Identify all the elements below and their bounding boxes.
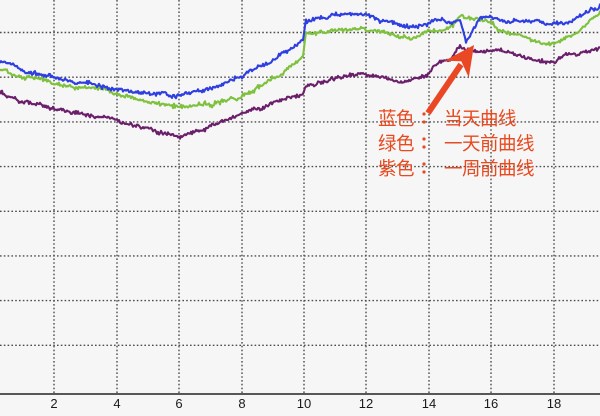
svg-text:16: 16 (484, 396, 498, 411)
svg-text:蓝色: 蓝色 (378, 108, 414, 129)
svg-text:8: 8 (238, 396, 245, 411)
svg-text:14: 14 (422, 396, 436, 411)
svg-text:一天前曲线: 一天前曲线 (444, 133, 534, 154)
svg-text:2: 2 (50, 396, 57, 411)
svg-text:6: 6 (175, 396, 182, 411)
svg-text:4: 4 (113, 396, 120, 411)
svg-text:18: 18 (547, 396, 561, 411)
svg-text:当天曲线: 当天曲线 (444, 108, 516, 129)
svg-text:绿色: 绿色 (378, 133, 414, 154)
svg-text:12: 12 (359, 396, 373, 411)
svg-text:一周前曲线: 一周前曲线 (444, 158, 534, 179)
svg-text:10: 10 (297, 396, 311, 411)
svg-text:紫色: 紫色 (378, 158, 414, 179)
